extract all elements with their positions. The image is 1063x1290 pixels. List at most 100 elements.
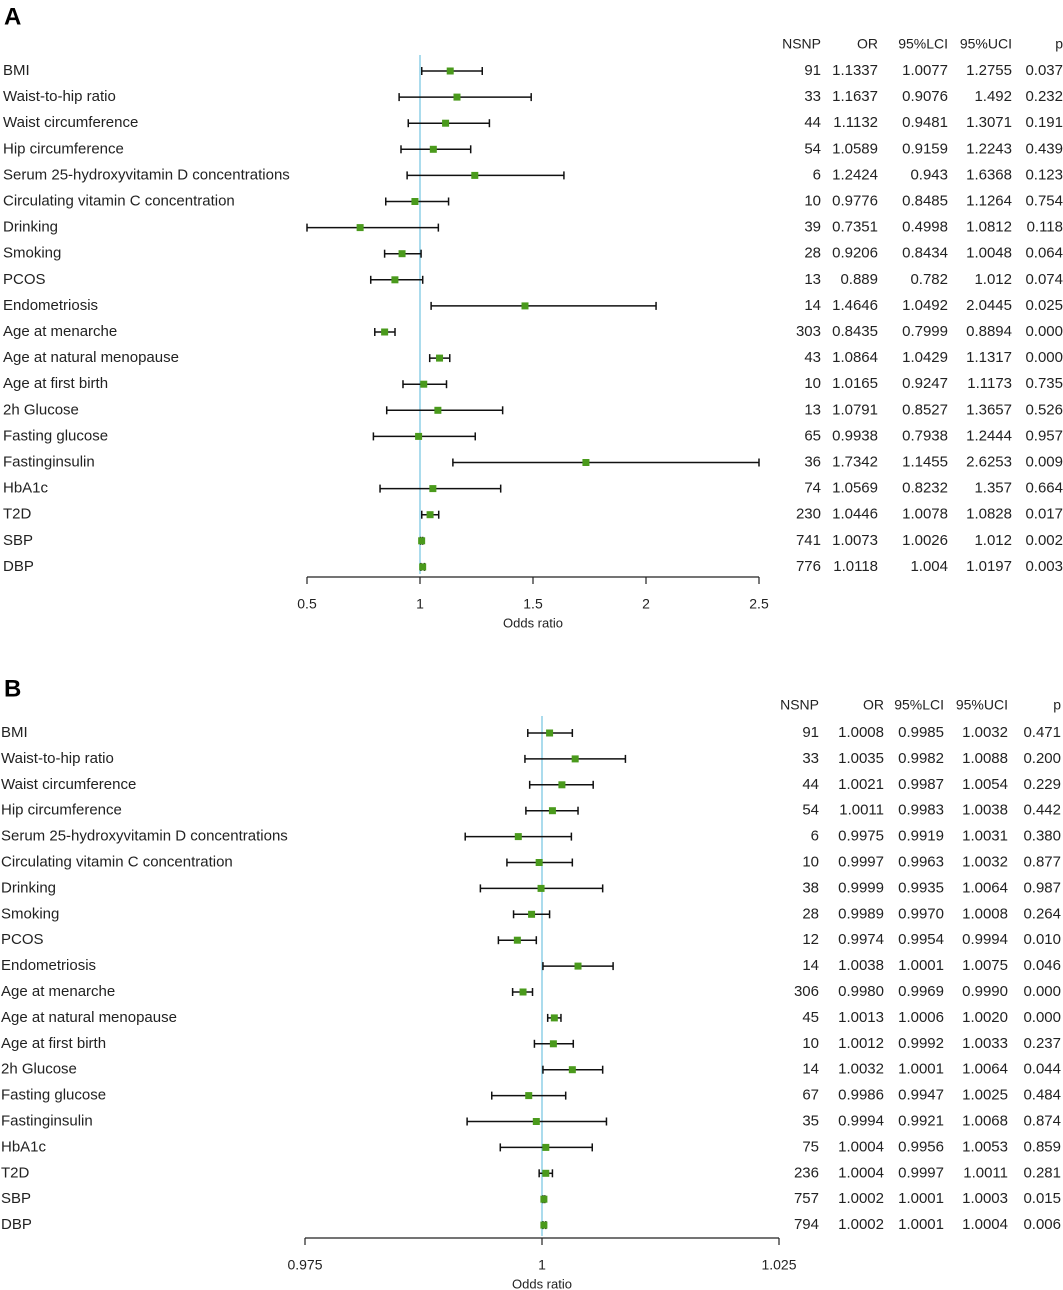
cell-or: 1.0013: [838, 1009, 884, 1026]
cell-p: 0.526: [1025, 401, 1063, 418]
or-point: [436, 354, 444, 362]
forest-row: Age at menarche 303 0.8435 0.7999 0.8894 0.00…: [3, 323, 1063, 340]
forest-row: T2D 230 1.0446 1.0078 1.0828 0.017: [3, 506, 1063, 523]
cell-nsnp: 36: [804, 453, 821, 470]
cell-lci: 0.9956: [898, 1138, 944, 1155]
or-point: [525, 1092, 533, 1100]
cell-p: 0.229: [1023, 776, 1061, 793]
cell-p: 0.000: [1023, 1009, 1061, 1026]
cell-p: 0.754: [1025, 192, 1063, 209]
or-point: [550, 1014, 558, 1022]
cell-uci: 1.0032: [962, 724, 1008, 741]
or-point: [415, 432, 423, 440]
row-label: Drinking: [1, 879, 56, 896]
forest-row: Circulating vitamin C concentration 10 0.9…: [3, 192, 1063, 209]
cell-or: 1.0004: [838, 1138, 884, 1155]
cell-p: 0.264: [1023, 905, 1061, 922]
cell-lci: 0.9992: [898, 1035, 944, 1052]
forest-row: Waist-to-hip ratio 33 1.0035 0.9982 1.0088 0.…: [1, 750, 1061, 767]
cell-or: 1.0118: [833, 558, 878, 575]
cell-or: 0.889: [840, 271, 878, 288]
column-header-or: OR: [857, 36, 878, 52]
cell-lci: 0.8527: [902, 401, 948, 418]
x-tick-label: 0.975: [287, 1257, 322, 1273]
forest-row: Hip circumference 54 1.0589 0.9159 1.2243 0.4…: [3, 140, 1063, 157]
x-tick-label: 2: [642, 596, 650, 612]
column-header-lci: 95%LCI: [894, 697, 944, 713]
column-header-or: OR: [863, 697, 884, 713]
cell-p: 0.859: [1023, 1138, 1061, 1155]
or-point: [558, 781, 566, 789]
cell-lci: 1.0006: [898, 1009, 944, 1026]
forest-row: PCOS 13 0.889 0.782 1.012 0.074: [3, 271, 1063, 288]
or-point: [434, 406, 442, 414]
cell-nsnp: 14: [804, 297, 821, 314]
cell-uci: 1.357: [974, 480, 1012, 497]
column-header-nsnp: NSNP: [782, 36, 821, 52]
cell-lci: 0.9481: [902, 114, 948, 131]
cell-p: 0.471: [1023, 724, 1061, 741]
cell-or: 0.9206: [832, 245, 878, 262]
forest-row: Waist circumference 44 1.0021 0.9987 1.0054 0…: [1, 776, 1061, 793]
forest-row: Hip circumference 54 1.0011 0.9983 1.0038 0.4…: [1, 802, 1061, 819]
or-point: [381, 328, 389, 336]
row-label: Fasting glucose: [3, 427, 108, 444]
cell-lci: 1.0001: [898, 957, 944, 974]
cell-p: 0.281: [1023, 1164, 1061, 1181]
cell-lci: 0.9921: [898, 1112, 944, 1129]
row-label: BMI: [1, 724, 28, 741]
or-point: [549, 1040, 557, 1048]
or-point: [582, 459, 590, 466]
cell-lci: 0.9987: [898, 776, 944, 793]
cell-nsnp: 10: [804, 192, 821, 209]
cell-or: 1.0012: [838, 1035, 884, 1052]
cell-or: 0.8435: [832, 323, 878, 340]
forest-plot-panel-b: B NSNP OR 95%LCI 95%UCI p BMI 91 1.0008 0.9985 1.0…: [1, 675, 1061, 1290]
cell-p: 0.484: [1023, 1087, 1061, 1104]
cell-nsnp: 794: [794, 1216, 819, 1233]
cell-p: 0.957: [1025, 427, 1063, 444]
cell-or: 1.0035: [838, 750, 884, 767]
cell-nsnp: 33: [804, 88, 821, 105]
cell-nsnp: 44: [802, 776, 819, 793]
or-point: [426, 511, 434, 519]
cell-lci: 1.004: [910, 558, 948, 575]
or-point: [429, 145, 437, 153]
cell-or: 0.9997: [838, 853, 884, 870]
x-tick-label: 0.5: [297, 596, 317, 612]
cell-nsnp: 13: [804, 271, 821, 288]
cell-or: 1.0004: [838, 1164, 884, 1181]
cell-or: 0.9938: [832, 427, 878, 444]
cell-p: 0.064: [1025, 245, 1063, 262]
x-tick-label: 1.025: [761, 1257, 796, 1273]
or-point: [419, 563, 427, 571]
cell-lci: 0.9247: [902, 375, 948, 392]
cell-uci: 0.9990: [962, 983, 1008, 1000]
cell-or: 0.9989: [838, 905, 884, 922]
forest-row: 2h Glucose 13 1.0791 0.8527 1.3657 0.526: [3, 401, 1063, 418]
cell-nsnp: 303: [796, 323, 821, 340]
cell-lci: 1.0492: [902, 297, 948, 314]
cell-p: 0.735: [1025, 375, 1063, 392]
forest-row: Age at first birth 10 1.0012 0.9992 1.0033 0.…: [1, 1035, 1061, 1052]
or-point: [528, 910, 536, 918]
cell-or: 1.0864: [832, 349, 878, 366]
forest-plot-panel-a: A NSNP OR 95%LCI 95%UCI p BMI 91 1.1337 1.0077 1.2…: [3, 3, 1063, 630]
cell-nsnp: 38: [802, 879, 819, 896]
cell-or: 0.9999: [838, 879, 884, 896]
cell-lci: 1.0001: [898, 1061, 944, 1078]
forest-row: PCOS 12 0.9974 0.9954 0.9994 0.010: [1, 931, 1061, 948]
cell-uci: 1.0031: [962, 828, 1008, 845]
cell-nsnp: 39: [804, 219, 821, 236]
cell-p: 0.000: [1025, 349, 1063, 366]
cell-nsnp: 45: [802, 1009, 819, 1026]
x-axis-title: Odds ratio: [512, 1276, 572, 1290]
or-point: [540, 1221, 548, 1229]
cell-uci: 1.012: [974, 532, 1012, 549]
forest-row: SBP 741 1.0073 1.0026 1.012 0.002: [3, 532, 1063, 549]
cell-uci: 1.0197: [966, 558, 1012, 575]
cell-uci: 1.0008: [962, 905, 1008, 922]
cell-nsnp: 6: [813, 166, 821, 183]
cell-nsnp: 74: [804, 480, 821, 497]
cell-nsnp: 28: [804, 245, 821, 262]
